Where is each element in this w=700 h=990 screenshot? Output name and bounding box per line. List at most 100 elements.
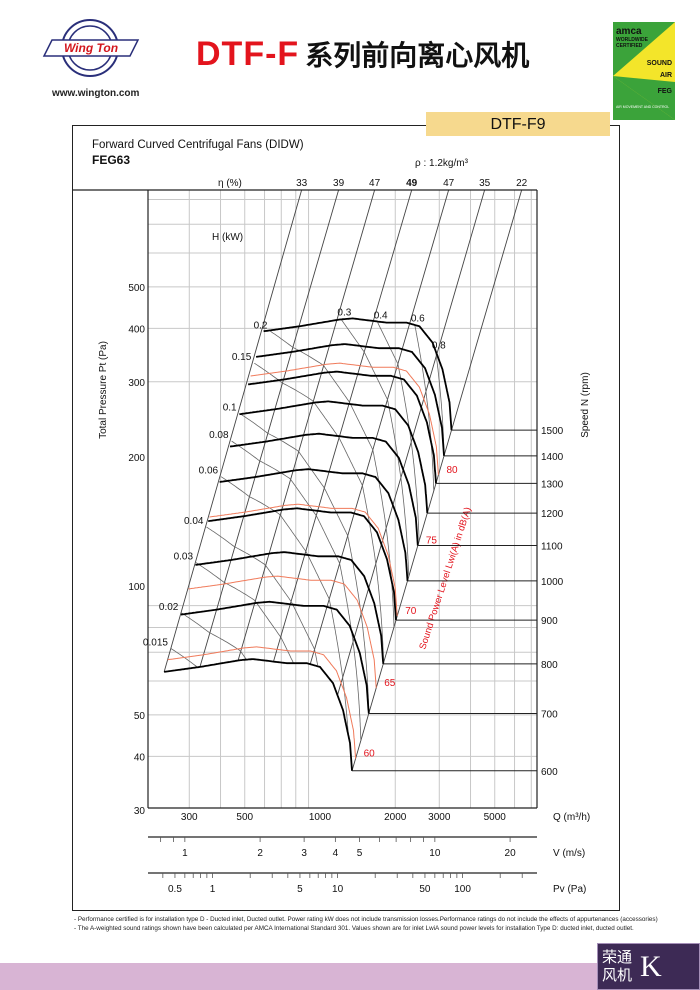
y-tick-label: 100 — [128, 582, 145, 593]
svg-text:CERTIFIED: CERTIFIED — [616, 43, 643, 49]
efficiency-label: η (%) — [218, 178, 242, 189]
svg-text:AIR MOVEMENT AND CONTROL: AIR MOVEMENT AND CONTROL — [616, 105, 669, 109]
speed-label: 1100 — [541, 541, 563, 552]
speed-label: 1000 — [541, 577, 564, 588]
page-number: K 14 — [640, 950, 670, 990]
x-tick-label: 1000 — [309, 812, 332, 823]
power-line-label: 0.15 — [232, 352, 252, 363]
y-axis-label: Total Pressure Pt (Pa) — [98, 341, 109, 439]
svg-text:amca: amca — [616, 26, 642, 37]
y-tick-label: 400 — [128, 324, 145, 335]
title-cn: 系列前向离心风机 — [305, 40, 530, 71]
x-tick-label: 2000 — [384, 812, 407, 823]
x-axis-label: Q (m³/h) — [553, 812, 590, 823]
pv-tick-label: 10 — [332, 884, 344, 895]
sound-line-label: 65 — [384, 678, 396, 689]
x-tick-label: 5000 — [484, 812, 507, 823]
pv-tick-label: 1 — [210, 884, 216, 895]
sound-lines: 60 65 70 75 80 Sound Power Level Lwi(A) in dB… — [167, 362, 474, 760]
speed-label: 1500 — [541, 426, 564, 437]
efficiency-line — [309, 189, 450, 665]
efficiency-tick-label: 47 — [443, 178, 455, 189]
y-tick-label: 200 — [128, 453, 145, 464]
power-line — [377, 322, 420, 542]
x-tick-label: 500 — [236, 812, 253, 823]
footnotes: - Performance certified is for installat… — [74, 915, 658, 933]
velocity-tick-label: 10 — [429, 848, 441, 859]
chart-subtitle: Forward Curved Centrifugal Fans (DIDW) — [92, 139, 304, 151]
power-label: H (kW) — [212, 232, 243, 243]
speed-axis-label: Speed N (rpm) — [580, 372, 591, 438]
power-line — [206, 526, 319, 666]
fan-curve-800 — [195, 551, 385, 664]
fan-curve-1200 — [239, 400, 429, 514]
power-line-label: 0.3 — [337, 308, 351, 319]
power-line — [195, 562, 294, 663]
axes: 300 500 1000 2000 3000 5000 30 40 50 100 200 300 400… — [72, 178, 591, 895]
efficiency-line — [199, 189, 340, 668]
power-line-label: 0.4 — [374, 311, 388, 322]
fan-code: FEG63 — [92, 153, 131, 167]
y-tick-label: 40 — [134, 752, 146, 763]
power-line-label: 0.6 — [411, 313, 425, 324]
sound-line — [250, 362, 439, 475]
velocity-axis-label: V (m/s) — [553, 848, 585, 859]
efficiency-line — [273, 189, 413, 662]
fan-curve-1100 — [229, 432, 419, 546]
power-line — [181, 612, 247, 660]
power-line-label: 0.8 — [432, 340, 446, 351]
efficiency-tick-label: 39 — [333, 178, 345, 189]
speed-label: 1200 — [541, 509, 564, 520]
footer-brand-cn: 荣通风机 — [602, 948, 633, 984]
velocity-tick-label: 20 — [505, 848, 517, 859]
efficiency-tick-label: 49 — [406, 178, 418, 189]
svg-text:WORLDWIDE: WORLDWIDE — [616, 37, 649, 43]
model-tab: DTF-F9 — [426, 112, 610, 136]
pv-tick-label: 5 — [297, 884, 303, 895]
y-tick-label: 30 — [134, 806, 146, 817]
speed-label: 1300 — [541, 479, 564, 490]
fan-curve-600 — [163, 658, 353, 771]
sound-line — [167, 646, 357, 759]
svg-text:FEG: FEG — [658, 88, 673, 95]
footer-band — [0, 963, 700, 990]
air-density: ρ : 1.2kg/m³ — [415, 158, 468, 169]
fan-curve-700 — [180, 600, 370, 714]
sound-line — [209, 503, 398, 617]
velocity-tick-label: 5 — [357, 848, 363, 859]
wington-logo: Wing Ton — [42, 19, 140, 77]
efficiency-line — [237, 189, 376, 661]
svg-text:SOUND: SOUND — [647, 60, 672, 67]
fan-curve-1300 — [248, 370, 437, 484]
power-line — [341, 319, 410, 577]
speed-label: 600 — [541, 767, 558, 778]
website-url[interactable]: www.wington.com — [52, 88, 140, 99]
page-badge: 荣通风机 K 14 — [597, 943, 700, 990]
efficiency-lines — [163, 189, 523, 771]
fan-curves: 600 700 800 900 1000 1100 1200 1300 1400 1500 — [163, 317, 564, 778]
speed-label: 700 — [541, 710, 558, 721]
efficiency-tick-label: 47 — [369, 178, 381, 189]
power-line-label: 0.06 — [199, 466, 219, 477]
title-model: DTF-F — [196, 35, 300, 73]
efficiency-line — [351, 189, 523, 771]
fan-curve-900 — [208, 507, 397, 621]
chart-frame — [72, 125, 620, 911]
speed-label: 800 — [541, 660, 558, 671]
sound-line-label: 75 — [426, 535, 438, 546]
speed-label: 900 — [541, 616, 558, 627]
velocity-tick-label: 1 — [182, 848, 188, 859]
pv-tick-label: 50 — [419, 884, 431, 895]
x-tick-label: 300 — [181, 812, 198, 823]
fan-curve-1500 — [263, 317, 453, 431]
fan-curve-1400 — [255, 343, 445, 456]
page-title: DTF-F 系列前向离心风机 — [196, 34, 529, 74]
note-1: - Performance certified is for installat… — [74, 916, 658, 923]
efficiency-tick-label: 33 — [296, 178, 308, 189]
pv-axis-label: Pv (Pa) — [553, 884, 586, 895]
x-tick-label: 3000 — [428, 812, 451, 823]
y-tick-label: 50 — [134, 711, 146, 722]
sound-axis-label: Sound Power Level Lwi(A) in dB(A) — [417, 506, 473, 651]
